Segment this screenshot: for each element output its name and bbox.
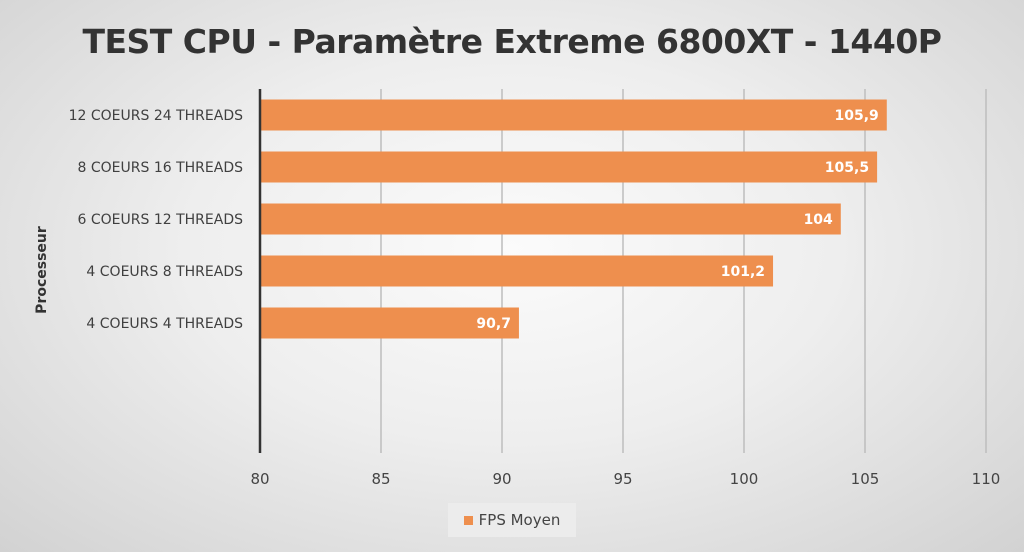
bar (260, 307, 519, 339)
bar (260, 255, 774, 287)
x-tick-label: 105 (851, 470, 880, 488)
x-tick-label: 95 (613, 470, 632, 488)
legend-label: FPS Moyen (478, 511, 561, 529)
category-label: 12 COEURS 24 THREADS (69, 108, 243, 124)
data-label: 105,5 (825, 160, 869, 176)
legend: FPS Moyen (448, 503, 576, 537)
data-label: 101,2 (721, 264, 765, 280)
bar (260, 151, 878, 183)
category-label: 8 COEURS 16 THREADS (78, 160, 244, 176)
x-tick-label: 85 (371, 470, 390, 488)
bar (260, 203, 841, 235)
data-label: 105,9 (834, 108, 878, 124)
legend-swatch (463, 515, 473, 525)
x-tick-label: 90 (492, 470, 511, 488)
x-tick-label: 110 (972, 470, 1001, 488)
category-label: 4 COEURS 8 THREADS (86, 264, 243, 280)
data-label: 104 (804, 212, 833, 228)
x-tick-label: 80 (250, 470, 269, 488)
data-label: 90,7 (476, 316, 511, 332)
category-label: 4 COEURS 4 THREADS (86, 316, 243, 332)
category-label: 6 COEURS 12 THREADS (78, 212, 244, 228)
bar (260, 99, 887, 131)
chart-title: TEST CPU - Paramètre Extreme 6800XT - 14… (82, 22, 942, 61)
x-tick-label: 100 (730, 470, 759, 488)
